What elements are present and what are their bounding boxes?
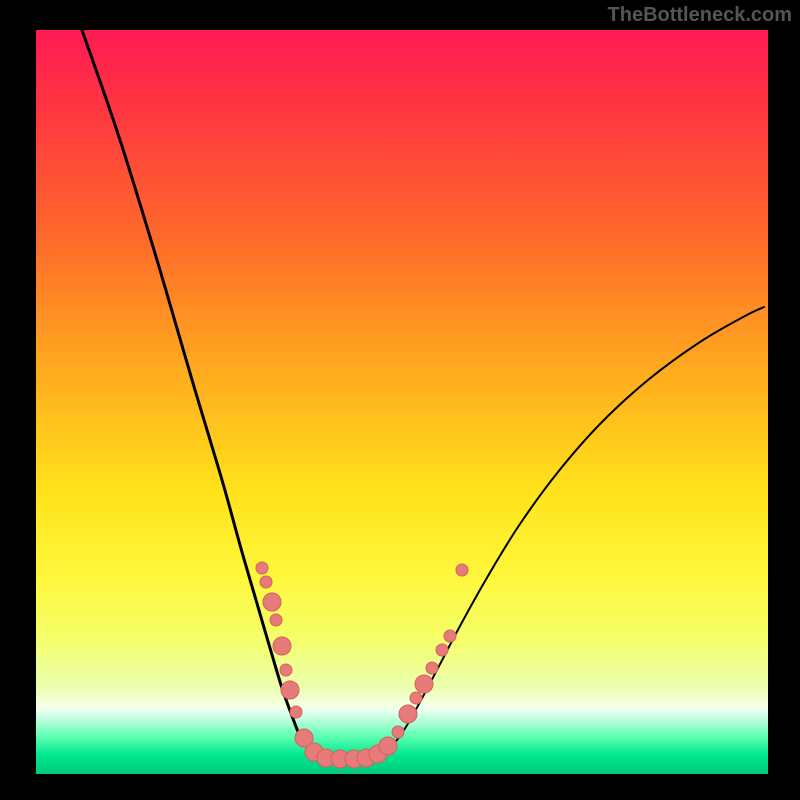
bottleneck-chart <box>0 0 800 800</box>
watermark-label: TheBottleneck.com <box>608 4 792 27</box>
chart-container: TheBottleneck.com <box>0 0 800 800</box>
